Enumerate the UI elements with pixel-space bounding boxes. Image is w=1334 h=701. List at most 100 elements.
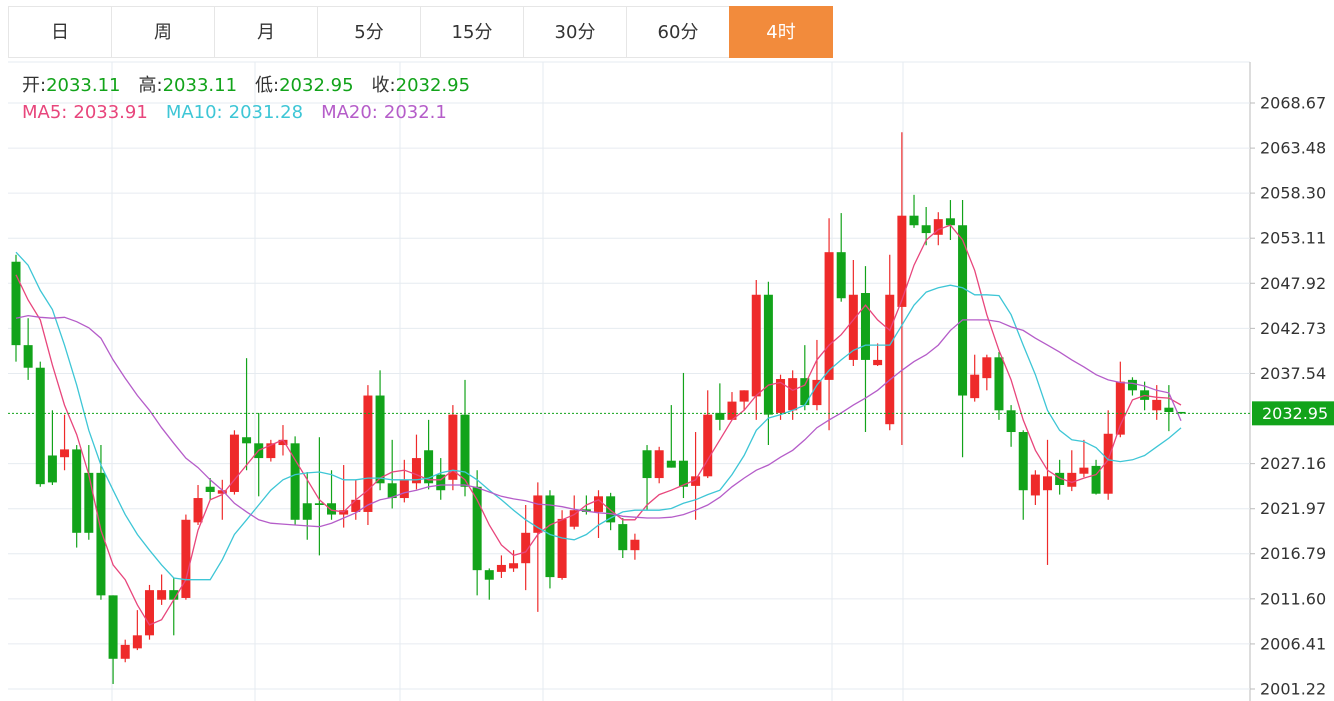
- ma-legend: MA5: 2033.91: [22, 102, 148, 123]
- candle-body: [1030, 474, 1040, 496]
- candle-body: [703, 414, 713, 477]
- candle-body: [11, 261, 21, 346]
- ohlc-label: 开:: [22, 75, 47, 96]
- candle-body: [763, 294, 773, 415]
- y-tick-label: 2006.41: [1260, 634, 1326, 653]
- candle-body: [1043, 476, 1053, 491]
- ma-legend: MA10: 2031.28: [166, 102, 303, 123]
- candle-body: [448, 414, 458, 480]
- candle-body: [824, 252, 834, 380]
- candle-body: [205, 486, 215, 492]
- candle-body: [933, 219, 943, 235]
- period-tab[interactable]: 周: [111, 6, 215, 58]
- candle-body: [424, 450, 434, 484]
- y-tick-label: 2047.92: [1260, 274, 1326, 293]
- ohlc-row: 开:2033.11 高:2033.11 低:2032.95 收:2032.95: [22, 72, 488, 99]
- candle-body: [800, 378, 810, 406]
- ohlc-value: 2033.11: [46, 75, 121, 96]
- candle-body: [521, 532, 531, 564]
- candle-body: [363, 395, 373, 512]
- period-tab[interactable]: 4时: [729, 6, 833, 58]
- candle-body: [873, 359, 883, 366]
- candle-body: [460, 414, 470, 487]
- candle-body: [788, 378, 798, 411]
- ohlc-value: 2032.95: [395, 75, 471, 96]
- ma-line: [15, 224, 1182, 626]
- candle-body: [302, 503, 312, 520]
- ma-legend-name: MA10:: [165, 102, 223, 123]
- ma-legend-value: 2032.1: [383, 102, 447, 123]
- candle-body: [982, 357, 992, 379]
- y-tick-label: 2011.60: [1260, 589, 1326, 608]
- candle-body: [666, 460, 676, 468]
- y-tick-label: 2042.73: [1260, 319, 1326, 338]
- candle-body: [1127, 379, 1137, 391]
- ohlc-value: 2033.11: [162, 75, 238, 96]
- candle-body: [860, 293, 870, 360]
- candle-body: [472, 486, 482, 571]
- candle-body: [217, 490, 227, 494]
- candle-body: [909, 215, 919, 226]
- candle-body: [484, 570, 494, 580]
- candle-body: [557, 518, 567, 578]
- candle-body: [727, 401, 737, 420]
- candle-body: [229, 434, 239, 492]
- ma-line: [15, 251, 1182, 581]
- candle-body: [47, 455, 57, 483]
- ohlc-item: 高:2033.11: [139, 75, 238, 96]
- y-tick-label: 2027.16: [1260, 454, 1326, 473]
- candle-body: [715, 412, 725, 420]
- candle-body: [606, 496, 616, 523]
- candle-body: [72, 449, 82, 533]
- last-price-label: 2032.95: [1262, 404, 1328, 423]
- y-tick-label: 2053.11: [1260, 229, 1326, 248]
- candle-body: [387, 483, 397, 499]
- candle-body: [642, 450, 652, 479]
- candle-body: [691, 476, 701, 486]
- candle-body: [1018, 432, 1028, 491]
- candle-body: [1164, 407, 1174, 413]
- candle-body: [618, 524, 628, 551]
- candle-body: [545, 495, 555, 578]
- candle-body: [193, 498, 203, 523]
- candle-body: [314, 503, 324, 505]
- period-tab[interactable]: 月: [214, 6, 318, 58]
- candle-body: [327, 503, 337, 515]
- period-tab[interactable]: 5分: [317, 6, 421, 58]
- y-tick-label: 2063.48: [1260, 139, 1326, 158]
- candle-body: [169, 590, 179, 600]
- period-tab[interactable]: 日: [8, 6, 112, 58]
- y-tick-label: 2001.22: [1260, 680, 1326, 699]
- candle-body: [630, 539, 640, 551]
- candle-body: [35, 367, 45, 485]
- period-tab[interactable]: 30分: [523, 6, 627, 58]
- ma-legend: MA20: 2032.1: [321, 102, 447, 123]
- period-tab[interactable]: 60分: [626, 6, 730, 58]
- candle-body: [848, 294, 858, 360]
- candle-body: [290, 443, 300, 520]
- candle-body: [1006, 410, 1016, 433]
- ma-row: MA5: 2033.91 MA10: 2031.28 MA20: 2032.1: [22, 99, 488, 126]
- candle-body: [132, 635, 142, 649]
- candle-body: [1115, 381, 1125, 435]
- period-tab[interactable]: 15分: [420, 6, 524, 58]
- info-panel: 开:2033.11 高:2033.11 低:2032.95 收:2032.95 MA5:…: [22, 72, 488, 126]
- candle-body: [594, 496, 603, 512]
- candle-body: [23, 345, 33, 368]
- ohlc-value: 2032.95: [279, 75, 354, 96]
- candle-body: [569, 510, 579, 527]
- ma-legend-value: 2031.28: [228, 102, 304, 123]
- candle-body: [812, 379, 822, 406]
- candle-body: [181, 519, 191, 598]
- candle-body: [739, 390, 749, 402]
- ohlc-label: 收:: [371, 75, 396, 96]
- candle-body: [96, 472, 106, 596]
- candle-body: [278, 439, 288, 446]
- candle-body: [678, 460, 688, 487]
- candle-body: [157, 590, 167, 600]
- candle-body: [776, 379, 786, 413]
- candle-body: [1079, 467, 1089, 474]
- y-tick-label: 2068.67: [1260, 94, 1326, 113]
- candles: [11, 132, 1186, 684]
